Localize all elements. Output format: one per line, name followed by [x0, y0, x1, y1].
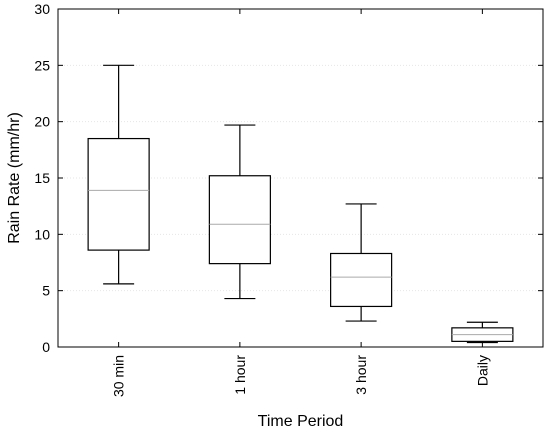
x-axis-title: Time Period — [258, 413, 344, 430]
iqr-box — [208, 175, 271, 265]
box-30-min — [87, 64, 150, 285]
box-3-hour — [330, 203, 393, 322]
y-tick-label: 25 — [34, 57, 50, 73]
boxes — [87, 64, 514, 344]
x-axis: 30 min 1 hour 3 hour Daily — [111, 9, 490, 397]
y-tick-label: 15 — [34, 170, 50, 186]
iqr-box — [330, 252, 393, 308]
iqr-box — [87, 137, 150, 251]
x-tick-label: 3 hour — [353, 355, 369, 395]
y-tick-label: 5 — [42, 283, 50, 299]
y-axis: 0 5 10 15 20 25 30 — [34, 1, 543, 355]
y-tick-label: 10 — [34, 226, 50, 242]
x-tick-label: 30 min — [111, 355, 127, 397]
x-tick-label: 1 hour — [232, 355, 248, 395]
box-daily — [451, 321, 514, 344]
y-tick-label: 20 — [34, 114, 50, 130]
y-tick-label: 0 — [42, 339, 50, 355]
x-tick-label: Daily — [474, 355, 490, 386]
y-axis-title: Rain Rate (mm/hr) — [6, 112, 23, 244]
box-1-hour — [208, 124, 271, 300]
y-tick-label: 30 — [34, 1, 50, 17]
